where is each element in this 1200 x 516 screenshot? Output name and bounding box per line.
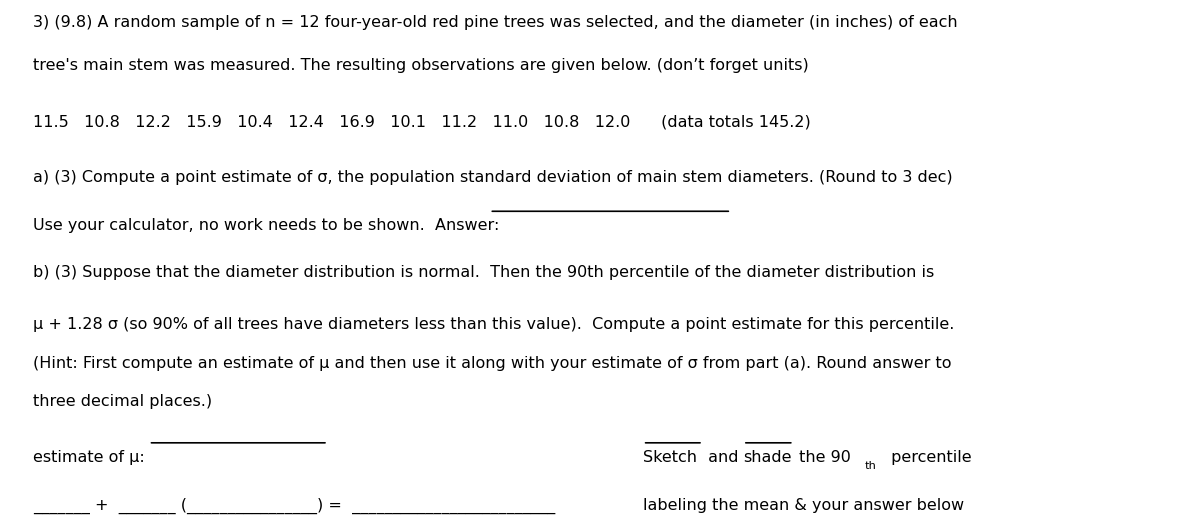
Text: (Hint: First compute an estimate of μ and then use it along with your estimate o: (Hint: First compute an estimate of μ an…: [34, 356, 952, 370]
Text: _______ +  _______ (________________) =  _________________________: _______ + _______ (________________) = _…: [34, 498, 556, 514]
Text: a) (3) Compute a point estimate of σ, the population standard deviation of main : a) (3) Compute a point estimate of σ, th…: [34, 170, 953, 185]
Text: th: th: [864, 461, 876, 471]
Text: Use your calculator, no work needs to be shown.  Answer:: Use your calculator, no work needs to be…: [34, 218, 499, 233]
Text: and: and: [703, 450, 744, 465]
Text: 11.5   10.8   12.2   15.9   10.4   12.4   16.9   10.1   11.2   11.0   10.8   12.: 11.5 10.8 12.2 15.9 10.4 12.4 16.9 10.1 …: [34, 115, 811, 130]
Text: Sketch: Sketch: [643, 450, 697, 465]
Text: the 90: the 90: [793, 450, 851, 465]
Text: b) (3) Suppose that the diameter distribution is normal.  Then the 90th percenti: b) (3) Suppose that the diameter distrib…: [34, 265, 935, 280]
Text: labeling the mean & your answer below: labeling the mean & your answer below: [643, 498, 964, 513]
Text: three decimal places.): three decimal places.): [34, 394, 212, 409]
Text: 3) (9.8) A random sample of n = 12 four-year-old red pine trees was selected, an: 3) (9.8) A random sample of n = 12 four-…: [34, 15, 958, 30]
Text: estimate of μ:: estimate of μ:: [34, 450, 150, 465]
Text: μ + 1.28 σ (so 90% of all trees have diameters less than this value).  Compute a: μ + 1.28 σ (so 90% of all trees have dia…: [34, 317, 954, 332]
Text: tree's main stem was measured. The resulting observations are given below. (don’: tree's main stem was measured. The resul…: [34, 58, 809, 73]
Text: percentile: percentile: [886, 450, 971, 465]
Text: shade: shade: [743, 450, 792, 465]
